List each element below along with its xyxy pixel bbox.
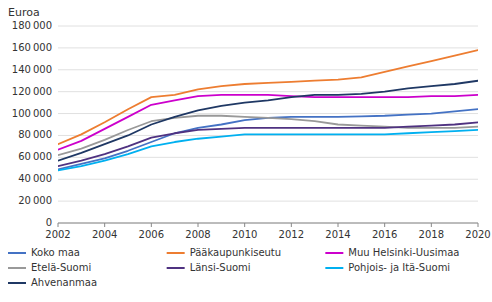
grid-line — [58, 69, 478, 70]
legend-label: Pääkaupunkiseutu — [190, 247, 281, 258]
x-tick-label: 2002 — [45, 229, 70, 240]
series-line — [58, 122, 478, 166]
grid — [58, 26, 478, 223]
legend-swatch — [167, 267, 185, 269]
y-tick-label: 180 000 — [12, 20, 52, 31]
x-tick — [431, 223, 432, 227]
x-tick-label: 2018 — [419, 229, 444, 240]
legend: Koko maa Pääkaupunkiseutu Muu Helsinki-Uus… — [8, 247, 459, 288]
x-tick — [478, 223, 479, 227]
legend-swatch — [8, 267, 26, 269]
legend-label: Länsi-Suomi — [190, 262, 251, 273]
y-tick-label: 40 000 — [18, 173, 52, 184]
series-line — [58, 95, 478, 150]
y-tick-label: 140 000 — [12, 64, 52, 75]
y-tick-label: 100 000 — [12, 108, 52, 119]
axes: 0 20 000 40 000 60 000 80 000 100 000 120 000 1… — [12, 20, 491, 240]
legend-label: Muu Helsinki-Uusimaa — [348, 247, 459, 258]
x-tick — [338, 223, 339, 227]
grid-line — [58, 179, 478, 180]
x-tick-label: 2020 — [465, 229, 490, 240]
legend-label: Koko maa — [31, 247, 80, 258]
legend-swatch — [325, 267, 343, 269]
series-line — [58, 81, 478, 161]
x-tick — [291, 223, 292, 227]
legend-swatch — [167, 252, 185, 254]
y-tick-label: 120 000 — [12, 86, 52, 97]
grid-line — [58, 47, 478, 48]
x-tick-label: 2006 — [139, 229, 164, 240]
x-tick-label: 2014 — [325, 229, 350, 240]
grid-line — [58, 157, 478, 158]
x-tick — [104, 223, 105, 227]
series-line — [58, 130, 478, 171]
grid-line — [58, 91, 478, 92]
x-tick — [384, 223, 385, 227]
plot-area — [58, 50, 478, 170]
y-tick-label: 80 000 — [18, 129, 52, 140]
x-tick-label: 2008 — [185, 229, 210, 240]
x-tick-label: 2012 — [279, 229, 304, 240]
x-tick — [198, 223, 199, 227]
x-tick — [58, 223, 59, 227]
series-line — [58, 109, 478, 169]
x-tick — [244, 223, 245, 227]
legend-swatch — [325, 252, 343, 254]
x-axis-line — [58, 223, 478, 224]
grid-line — [58, 201, 478, 202]
y-tick-label: 20 000 — [18, 195, 52, 206]
x-tick-label: 2004 — [92, 229, 117, 240]
legend-label: Ahvenanmaa — [31, 277, 97, 288]
grid-line — [58, 26, 478, 27]
legend-label: Pohjois- ja Itä-Suomi — [348, 262, 450, 273]
y-axis-label: Euroa — [8, 6, 40, 19]
chart: 0 20 000 40 000 60 000 80 000 100 000 120 000 1… — [0, 0, 492, 302]
x-tick-label: 2010 — [232, 229, 257, 240]
y-tick-label: 160 000 — [12, 42, 52, 53]
legend-swatch — [8, 282, 26, 284]
x-tick-label: 2016 — [372, 229, 397, 240]
legend-label: Etelä-Suomi — [31, 262, 91, 273]
x-tick — [151, 223, 152, 227]
grid-line — [58, 223, 478, 224]
y-tick-label: 60 000 — [18, 151, 52, 162]
y-tick-label: 0 — [46, 217, 52, 228]
legend-swatch — [8, 252, 26, 254]
